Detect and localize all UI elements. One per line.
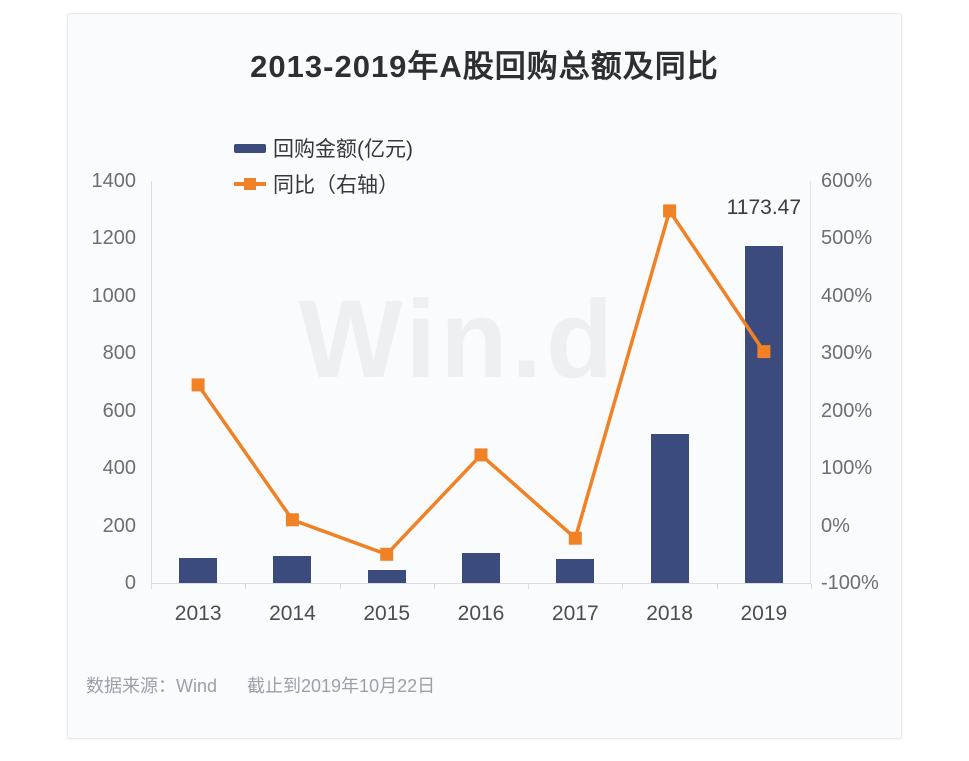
footer: 数据来源：Wind 截止到2019年10月22日	[86, 672, 435, 698]
x-axis-category-label: 2015	[363, 602, 411, 625]
left-axis-tick-label: 1000	[91, 284, 137, 307]
x-axis-tick	[340, 584, 341, 589]
right-axis-tick-label: 300%	[821, 342, 873, 365]
left-axis-tick-label: 1200	[91, 227, 137, 250]
right-axis-tick-label: 100%	[821, 457, 873, 480]
line-marker-icon	[244, 178, 256, 190]
right-axis-line	[810, 181, 811, 584]
x-axis-tick	[717, 584, 718, 589]
x-axis-category-label: 2018	[646, 602, 693, 625]
x-axis-category-label: 2014	[269, 602, 316, 625]
left-axis-tick-label: 400	[102, 457, 136, 480]
right-axis-tick-label: 500%	[821, 227, 873, 250]
yoy-marker-2018	[663, 204, 677, 218]
yoy-marker-2015	[380, 547, 394, 561]
left-axis-tick-label: 600	[102, 399, 136, 422]
bar-2014	[273, 556, 312, 583]
x-axis-tick	[245, 584, 246, 589]
data-cutoff-note: 截止到2019年10月22日	[247, 676, 436, 696]
yoy-line-chart	[191, 204, 771, 561]
yoy-marker-2014	[285, 513, 299, 527]
bar-2017	[556, 559, 595, 583]
bar-2019	[744, 246, 783, 583]
yoy-marker-2017	[568, 531, 582, 545]
left-axis-tick-label: 1400	[91, 170, 137, 192]
legend-item-buyback-amount: 回购金额(亿元)	[234, 130, 413, 166]
data-source: 数据来源：Wind	[86, 676, 218, 696]
chart-title: 2013-2019年A股回购总额及同比	[250, 49, 719, 84]
yoy-marker-2016	[474, 448, 488, 462]
wind-watermark: Win.d	[298, 278, 618, 401]
bar-2013	[179, 558, 218, 583]
left-axis-labels: 1400 1200 1000 800 600 400 200 0	[68, 170, 137, 594]
x-axis-tick	[528, 584, 529, 589]
yoy-marker-2013	[191, 378, 205, 392]
x-axis-tick	[151, 584, 152, 589]
legend: 回购金额(亿元) 同比（右轴）	[234, 130, 413, 202]
bar-2018	[650, 433, 689, 583]
bar-2015	[367, 569, 406, 583]
bar-value-label: 1173.47	[726, 196, 802, 220]
right-axis-tick-label: 400%	[821, 284, 873, 307]
bar-series-swatch-icon	[234, 143, 266, 153]
yoy-line	[196, 209, 766, 557]
legend-item-yoy: 同比（右轴）	[234, 166, 413, 202]
right-axis-tick-label: 600%	[821, 170, 873, 192]
left-axis-tick-label: 200	[102, 514, 136, 537]
right-axis-tick-label: 0%	[821, 514, 850, 537]
x-axis-category-label: 2016	[457, 602, 505, 625]
chart-card: 2013-2019年A股回购总额及同比 回购金额(亿元) 同比（右轴） Win.…	[67, 13, 902, 739]
left-axis-tick-label: 800	[102, 342, 136, 365]
x-axis-category-label: 2013	[174, 602, 222, 625]
x-axis-tick	[622, 584, 623, 589]
right-axis-tick-label: 200%	[821, 399, 873, 422]
legend-label-yoy: 同比（右轴）	[273, 174, 399, 197]
x-axis-labels: 2013 2014 2015 2016 2017 2018 2019	[151, 602, 811, 630]
left-axis-tick-label: 0	[124, 572, 136, 594]
x-axis-category-label: 2017	[551, 602, 599, 625]
x-axis-tick	[811, 584, 812, 589]
left-axis-line	[151, 181, 152, 584]
yoy-marker-2019	[757, 345, 771, 359]
right-axis-labels: 600% 500% 400% 300% 200% 100% 0% -100%	[821, 170, 899, 594]
legend-label-buyback-amount: 回购金额(亿元)	[273, 138, 413, 161]
line-series-swatch-icon	[234, 178, 266, 190]
x-axis-line	[151, 583, 811, 584]
x-axis-tick	[434, 584, 435, 589]
right-axis-tick-label: -100%	[821, 572, 879, 594]
x-axis-category-label: 2019	[740, 602, 788, 625]
plot-area: 1173.47	[151, 181, 812, 589]
bar-2016	[462, 552, 500, 583]
